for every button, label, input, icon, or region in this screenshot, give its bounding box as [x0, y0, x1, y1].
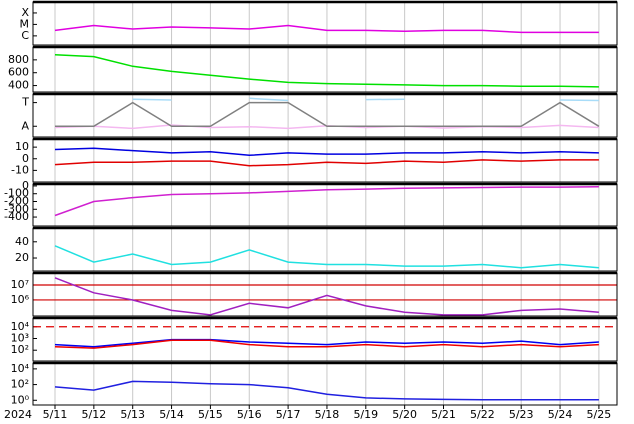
x-tick-label: 5/12 — [81, 408, 106, 421]
y-tick-label: M — [20, 17, 30, 30]
y-tick-label: 10² — [11, 378, 29, 391]
y-tick-label: 0 — [22, 179, 29, 192]
panel-frame — [32, 317, 618, 362]
x-tick-label: 5/17 — [276, 408, 301, 421]
x-tick-label: 5/13 — [120, 408, 145, 421]
y-tick-label: C — [21, 29, 29, 42]
y-tick-label: -200 — [4, 195, 29, 208]
x-tick-label: 5/11 — [43, 408, 68, 421]
x-tick-label: 5/23 — [509, 408, 534, 421]
data-line — [132, 97, 599, 102]
y-tick-label: 800 — [8, 53, 29, 66]
data-line — [54, 338, 599, 348]
data-line — [54, 53, 599, 88]
data-line — [54, 277, 599, 316]
y-tick-label: 10⁴ — [11, 320, 30, 333]
x-tick-label: 5/19 — [353, 408, 378, 421]
y-tick-label: 40 — [15, 235, 29, 248]
data-line — [54, 245, 599, 269]
y-tick-label: 10² — [11, 343, 29, 356]
data-line — [54, 380, 599, 401]
y-tick-label: 10⁶ — [11, 293, 30, 306]
y-tick-label: -400 — [4, 210, 29, 223]
y-tick-label: 10⁴ — [11, 362, 30, 375]
y-tick-label: A — [21, 119, 29, 132]
y-tick-label: 400 — [8, 79, 29, 92]
y-tick-label: 10⁰ — [11, 393, 30, 406]
y-tick-label: 10⁷ — [11, 278, 29, 291]
panel-frame — [32, 1, 618, 46]
x-tick-label: 5/21 — [431, 408, 456, 421]
data-line — [54, 159, 599, 167]
y-tick-label: -10 — [11, 163, 29, 176]
x-tick-label: 5/15 — [198, 408, 223, 421]
data-line — [54, 339, 599, 349]
y-tick-label: 10 — [15, 140, 29, 153]
y-tick-label: 600 — [8, 66, 29, 79]
x-tick-label: 5/25 — [587, 408, 612, 421]
y-tick-label: X — [21, 6, 29, 19]
y-tick-label: -300 — [4, 202, 29, 215]
x-tick-label: 5/18 — [315, 408, 340, 421]
data-line — [54, 147, 599, 157]
y-tick-label: T — [21, 96, 29, 109]
y-tick-label: 0 — [22, 152, 29, 165]
y-tick-label: 10³ — [11, 331, 29, 344]
x-tick-label: 5/16 — [237, 408, 262, 421]
data-line — [54, 24, 599, 34]
x-tick-label: 5/14 — [159, 408, 184, 421]
panel-frame — [32, 46, 618, 93]
data-line — [54, 185, 599, 217]
panel-frame — [32, 93, 618, 138]
x-tick-label: 5/22 — [470, 408, 495, 421]
x-year-label: 2024 — [4, 408, 32, 421]
y-tick-label: -100 — [4, 187, 29, 200]
x-tick-label: 5/20 — [392, 408, 417, 421]
x-tick-label: 5/24 — [548, 408, 573, 421]
data-line — [55, 101, 600, 128]
y-tick-label: 20 — [15, 251, 29, 264]
